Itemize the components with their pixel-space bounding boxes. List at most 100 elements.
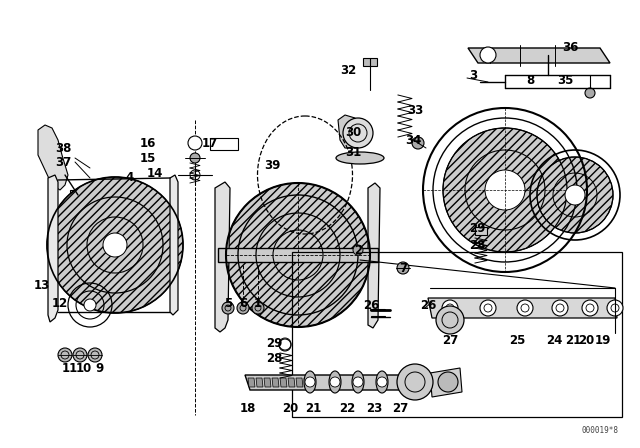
- Circle shape: [84, 299, 96, 311]
- Circle shape: [190, 153, 200, 163]
- Circle shape: [47, 177, 183, 313]
- Circle shape: [517, 300, 533, 316]
- Polygon shape: [170, 175, 178, 315]
- Circle shape: [330, 377, 340, 387]
- Text: 26: 26: [363, 298, 379, 311]
- Text: 27: 27: [392, 401, 408, 414]
- Circle shape: [552, 300, 568, 316]
- Text: 28: 28: [266, 352, 282, 365]
- Text: 38: 38: [55, 142, 71, 155]
- Text: 15: 15: [140, 151, 156, 164]
- Text: 16: 16: [140, 137, 156, 150]
- Circle shape: [436, 306, 464, 334]
- Circle shape: [397, 262, 409, 274]
- Polygon shape: [288, 378, 295, 387]
- Text: 7: 7: [399, 262, 407, 275]
- Text: 24: 24: [546, 333, 562, 346]
- Polygon shape: [296, 378, 303, 387]
- Text: 5: 5: [224, 297, 232, 310]
- Circle shape: [353, 377, 363, 387]
- Text: 21: 21: [565, 333, 581, 346]
- Circle shape: [485, 170, 525, 210]
- Circle shape: [252, 302, 264, 314]
- Circle shape: [377, 377, 387, 387]
- Text: 23: 23: [366, 401, 382, 414]
- Polygon shape: [468, 48, 610, 63]
- Circle shape: [438, 372, 458, 392]
- Circle shape: [443, 128, 567, 252]
- Text: 26: 26: [420, 298, 436, 311]
- Bar: [210, 138, 238, 150]
- Text: 33: 33: [407, 103, 423, 116]
- Circle shape: [607, 300, 623, 316]
- Text: 27: 27: [442, 333, 458, 346]
- Text: 21: 21: [305, 401, 321, 414]
- Text: 9: 9: [96, 362, 104, 375]
- Polygon shape: [428, 298, 617, 318]
- Circle shape: [103, 233, 127, 257]
- Circle shape: [480, 300, 496, 316]
- Text: 17: 17: [202, 137, 218, 150]
- Circle shape: [480, 47, 496, 63]
- Ellipse shape: [329, 371, 341, 393]
- Text: 18: 18: [240, 401, 256, 414]
- Circle shape: [565, 185, 585, 205]
- Circle shape: [343, 118, 373, 148]
- Text: 13: 13: [34, 279, 50, 292]
- Text: 32: 32: [340, 64, 356, 77]
- Polygon shape: [304, 378, 311, 387]
- Circle shape: [188, 136, 202, 150]
- Circle shape: [412, 137, 424, 149]
- Circle shape: [582, 300, 598, 316]
- Polygon shape: [248, 378, 255, 387]
- Polygon shape: [38, 125, 68, 190]
- Circle shape: [353, 245, 363, 255]
- Bar: [475, 227, 487, 235]
- Text: 000019*8: 000019*8: [581, 426, 618, 435]
- Text: 22: 22: [339, 401, 355, 414]
- Circle shape: [442, 300, 458, 316]
- Polygon shape: [280, 378, 287, 387]
- Text: 28: 28: [469, 238, 485, 251]
- Circle shape: [73, 348, 87, 362]
- Circle shape: [585, 88, 595, 98]
- Circle shape: [537, 157, 613, 233]
- Text: 25: 25: [509, 333, 525, 346]
- Polygon shape: [256, 378, 263, 387]
- Circle shape: [222, 302, 234, 314]
- Text: 10: 10: [76, 362, 92, 375]
- Ellipse shape: [352, 371, 364, 393]
- Bar: [363, 58, 377, 66]
- Polygon shape: [368, 183, 380, 328]
- Text: 19: 19: [595, 333, 611, 346]
- Bar: [218, 248, 378, 262]
- Polygon shape: [48, 175, 58, 322]
- Text: 30: 30: [345, 125, 361, 138]
- Text: 37: 37: [55, 155, 71, 168]
- Text: 29: 29: [469, 221, 485, 234]
- Text: 39: 39: [264, 159, 280, 172]
- Text: 29: 29: [266, 336, 282, 349]
- Ellipse shape: [376, 371, 388, 393]
- Circle shape: [397, 364, 433, 400]
- Circle shape: [237, 302, 249, 314]
- Circle shape: [226, 183, 370, 327]
- Text: 20: 20: [282, 401, 298, 414]
- Text: 2: 2: [354, 244, 362, 257]
- Text: 11: 11: [62, 362, 78, 375]
- Circle shape: [88, 348, 102, 362]
- Polygon shape: [272, 378, 279, 387]
- Polygon shape: [264, 378, 271, 387]
- Circle shape: [279, 339, 291, 351]
- Text: 31: 31: [345, 146, 361, 159]
- Text: 12: 12: [52, 297, 68, 310]
- Polygon shape: [245, 375, 425, 390]
- Text: 36: 36: [562, 40, 578, 53]
- Polygon shape: [215, 182, 230, 332]
- Text: 35: 35: [557, 73, 573, 86]
- Text: 20: 20: [578, 333, 594, 346]
- Bar: [70, 190, 88, 204]
- Polygon shape: [338, 115, 358, 148]
- Text: 4: 4: [126, 171, 134, 184]
- Polygon shape: [430, 368, 462, 397]
